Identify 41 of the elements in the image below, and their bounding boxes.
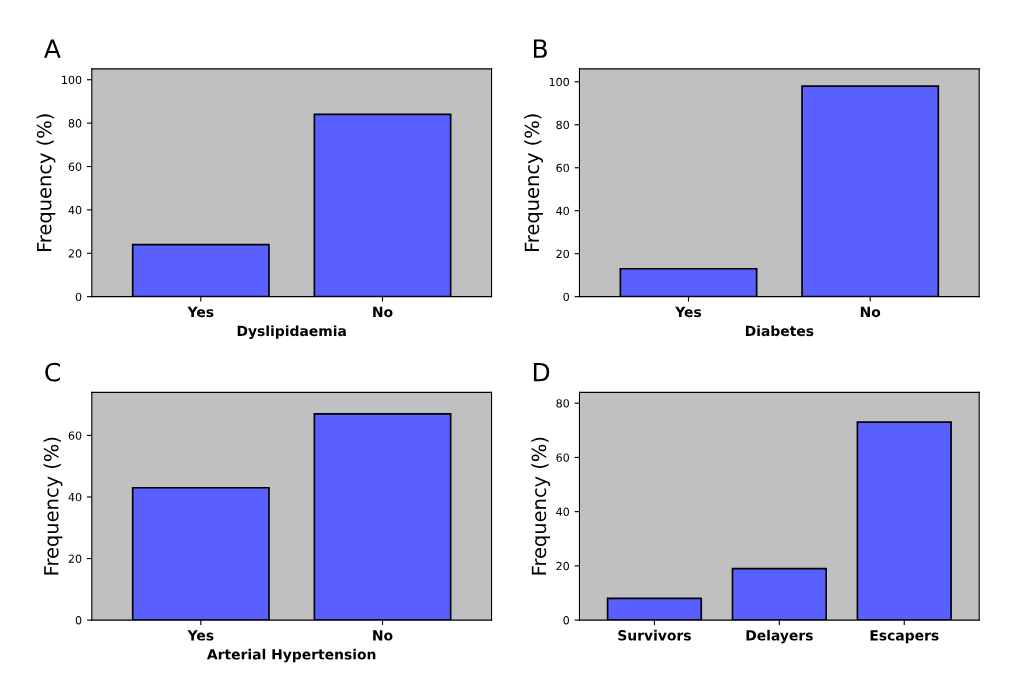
y-tick-label: 80 <box>556 120 570 130</box>
y-tick-label: 60 <box>68 431 82 440</box>
y-tick-label: 40 <box>68 205 82 215</box>
y-tick-label: 0 <box>75 292 82 302</box>
y-axis-title: Frequency (%) <box>531 437 551 575</box>
chart-title: A <box>44 39 61 58</box>
y-axis-title: Frequency (%) <box>36 114 56 252</box>
y-tick-label: 100 <box>62 75 82 85</box>
x-tick-label: Yes <box>675 306 702 318</box>
y-tick-label: 20 <box>556 249 570 259</box>
x-tick-label: Yes <box>187 306 214 318</box>
x-axis-title: Diabetes <box>745 325 814 337</box>
y-tick-label: 40 <box>556 507 570 517</box>
y-tick-label: 100 <box>549 77 570 87</box>
y-tick-label: 20 <box>556 561 570 571</box>
x-tick-label: Survivors <box>618 629 691 641</box>
y-tick-label: 0 <box>563 616 570 625</box>
x-tick-label: No <box>373 306 393 318</box>
y-tick-label: 80 <box>68 119 82 128</box>
x-tick-label: Escapers <box>870 630 939 644</box>
x-tick-label: No <box>860 306 881 318</box>
y-tick-label: 60 <box>556 453 570 462</box>
chart-title: B <box>533 39 547 58</box>
y-tick-label: 40 <box>68 492 82 502</box>
x-tick-label: Yes <box>187 630 214 641</box>
x-axis-title: Arterial Hypertension <box>206 648 376 663</box>
y-tick-label: 0 <box>563 292 570 302</box>
x-tick-label: Delayers <box>746 629 813 644</box>
y-axis-title: Frequency (%) <box>43 437 63 575</box>
y-tick-label: 20 <box>68 554 82 563</box>
chart-title: C <box>45 362 60 382</box>
y-tick-label: 0 <box>75 616 82 625</box>
y-tick-label: 60 <box>556 163 570 173</box>
y-tick-label: 60 <box>68 162 82 171</box>
y-tick-label: 80 <box>556 399 570 408</box>
x-tick-label: No <box>373 630 393 641</box>
y-tick-label: 40 <box>556 206 570 216</box>
y-axis-title: Frequency (%) <box>524 114 543 252</box>
chart-title: D <box>533 362 550 382</box>
y-tick-label: 20 <box>68 249 82 258</box>
x-axis-title: Dyslipidaemia <box>237 325 346 339</box>
